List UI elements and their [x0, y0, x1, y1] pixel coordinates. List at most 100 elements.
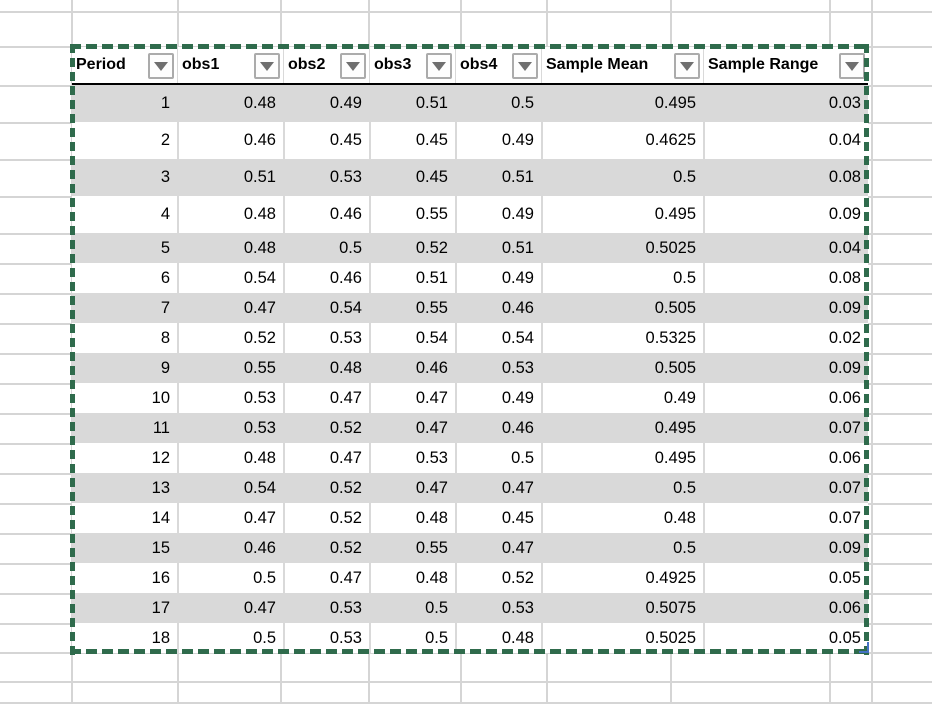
cell-period[interactable]: 15: [151, 538, 170, 557]
cell-obs2[interactable]: 0.47: [283, 383, 369, 413]
cell-obs1[interactable]: 0.53: [177, 383, 283, 413]
cell-obs4[interactable]: 0.53: [501, 598, 534, 617]
cell-period[interactable]: 12: [151, 448, 170, 467]
cell-sample-range[interactable]: 0.07: [828, 418, 861, 437]
cell-sample-range[interactable]: 0.09: [828, 358, 861, 377]
cell-sample-mean[interactable]: 0.48: [541, 503, 703, 533]
cell-sample-range[interactable]: 0.04: [703, 122, 868, 159]
cell-sample-range[interactable]: 0.06: [703, 443, 868, 473]
column-header-obs3[interactable]: obs3: [369, 47, 455, 83]
cell-obs4[interactable]: 0.48: [455, 623, 541, 653]
cell-sample-range[interactable]: 0.08: [828, 168, 861, 186]
cell-sample-mean[interactable]: 0.505: [654, 298, 696, 317]
cell-obs1[interactable]: 0.47: [243, 298, 276, 317]
cell-period[interactable]: 10: [151, 388, 170, 407]
column-header-obs1[interactable]: obs1: [177, 47, 283, 83]
cell-obs2[interactable]: 0.52: [329, 418, 362, 437]
cell-sample-mean[interactable]: 0.4925: [541, 563, 703, 593]
filter-dropdown-button[interactable]: [839, 53, 865, 79]
cell-sample-mean[interactable]: 0.5: [673, 168, 696, 186]
cell-period[interactable]: 18: [151, 628, 170, 647]
cell-obs4[interactable]: 0.46: [501, 298, 534, 317]
cell-obs1[interactable]: 0.53: [243, 418, 276, 437]
cell-obs3[interactable]: 0.47: [369, 383, 455, 413]
cell-obs4[interactable]: 0.53: [501, 358, 534, 377]
cell-obs3[interactable]: 0.54: [369, 323, 455, 353]
cell-sample-mean[interactable]: 0.5: [541, 263, 703, 293]
filter-dropdown-button[interactable]: [254, 53, 280, 79]
cell-period[interactable]: 14: [151, 508, 170, 527]
cell-obs2[interactable]: 0.48: [329, 358, 362, 377]
cell-obs2[interactable]: 0.52: [329, 538, 362, 557]
cell-obs2[interactable]: 0.53: [283, 323, 369, 353]
cell-obs1[interactable]: 0.47: [243, 598, 276, 617]
cell-obs2[interactable]: 0.54: [329, 298, 362, 317]
cell-obs1[interactable]: 0.47: [177, 503, 283, 533]
filter-dropdown-button[interactable]: [340, 53, 366, 79]
cell-sample-mean[interactable]: 0.505: [654, 358, 696, 377]
cell-obs4[interactable]: 0.49: [455, 122, 541, 159]
cell-obs2[interactable]: 0.45: [283, 122, 369, 159]
cell-period[interactable]: 17: [151, 598, 170, 617]
cell-sample-mean[interactable]: 0.495: [654, 94, 696, 112]
cell-obs2[interactable]: 0.53: [283, 623, 369, 653]
cell-sample-mean[interactable]: 0.495: [541, 443, 703, 473]
column-header-sample-range[interactable]: Sample Range: [703, 47, 868, 83]
cell-obs2[interactable]: 0.47: [283, 443, 369, 473]
cell-obs2[interactable]: 0.47: [283, 563, 369, 593]
cell-obs2[interactable]: 0.46: [283, 263, 369, 293]
cell-obs4[interactable]: 0.51: [501, 168, 534, 186]
filter-dropdown-button[interactable]: [674, 53, 700, 79]
cell-period[interactable]: 13: [151, 478, 170, 497]
cell-obs2[interactable]: 0.52: [283, 503, 369, 533]
cell-obs3[interactable]: 0.48: [369, 503, 455, 533]
cell-obs4[interactable]: 0.5: [455, 443, 541, 473]
cell-obs3[interactable]: 0.55: [369, 196, 455, 233]
cell-obs3[interactable]: 0.48: [369, 563, 455, 593]
cell-sample-range[interactable]: 0.03: [828, 94, 861, 112]
cell-obs3[interactable]: 0.55: [415, 298, 448, 317]
cell-obs4[interactable]: 0.47: [501, 538, 534, 557]
cell-obs2[interactable]: 0.53: [329, 598, 362, 617]
cell-obs4[interactable]: 0.49: [455, 383, 541, 413]
cell-sample-range[interactable]: 0.08: [703, 263, 868, 293]
cell-obs3[interactable]: 0.5: [369, 623, 455, 653]
cell-obs2[interactable]: 0.46: [283, 196, 369, 233]
cell-obs4[interactable]: 0.49: [455, 263, 541, 293]
cell-sample-mean[interactable]: 0.495: [541, 196, 703, 233]
cell-sample-range[interactable]: 0.06: [703, 383, 868, 413]
cell-period[interactable]: 1: [160, 94, 170, 112]
cell-obs3[interactable]: 0.51: [369, 263, 455, 293]
cell-sample-range[interactable]: 0.04: [828, 238, 861, 257]
cell-sample-range[interactable]: 0.02: [703, 323, 868, 353]
filter-dropdown-button[interactable]: [512, 53, 538, 79]
cell-obs4[interactable]: 0.45: [455, 503, 541, 533]
cell-obs4[interactable]: 0.52: [455, 563, 541, 593]
cell-period[interactable]: 11: [152, 418, 170, 437]
cell-obs3[interactable]: 0.47: [415, 478, 448, 497]
cell-sample-range[interactable]: 0.09: [703, 196, 868, 233]
cell-obs3[interactable]: 0.53: [369, 443, 455, 473]
cell-obs4[interactable]: 0.51: [501, 238, 534, 257]
cell-sample-range[interactable]: 0.09: [828, 538, 861, 557]
cell-obs2[interactable]: 0.5: [339, 238, 362, 257]
cell-period[interactable]: 2: [160, 131, 170, 149]
cell-obs3[interactable]: 0.52: [415, 238, 448, 257]
cell-obs1[interactable]: 0.52: [177, 323, 283, 353]
cell-obs1[interactable]: 0.48: [243, 94, 276, 112]
cell-obs3[interactable]: 0.55: [415, 538, 448, 557]
cell-obs2[interactable]: 0.49: [329, 94, 362, 112]
cell-obs1[interactable]: 0.51: [243, 168, 276, 186]
cell-period[interactable]: 5: [160, 238, 170, 257]
cell-sample-range[interactable]: 0.06: [828, 598, 861, 617]
cell-sample-mean[interactable]: 0.49: [541, 383, 703, 413]
cell-sample-mean[interactable]: 0.5025: [645, 238, 696, 257]
column-header-period[interactable]: Period: [72, 47, 177, 83]
cell-sample-mean[interactable]: 0.5075: [645, 598, 696, 617]
cell-obs3[interactable]: 0.47: [415, 418, 448, 437]
cell-obs2[interactable]: 0.52: [329, 478, 362, 497]
cell-obs3[interactable]: 0.45: [415, 168, 448, 186]
cell-obs1[interactable]: 0.48: [177, 443, 283, 473]
cell-obs1[interactable]: 0.55: [243, 358, 276, 377]
cell-obs4[interactable]: 0.5: [511, 94, 534, 112]
